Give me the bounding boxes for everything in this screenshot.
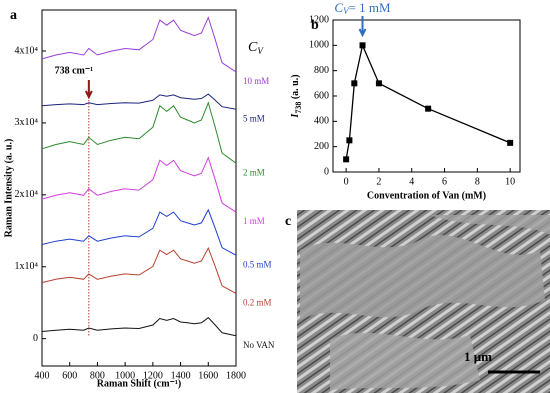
- y-tick-label: 200: [314, 141, 329, 152]
- annotation-text: CV= 1 mM: [334, 0, 391, 16]
- panel-label: a: [10, 8, 17, 23]
- marker: [507, 139, 514, 146]
- series-label: 2 mM: [243, 167, 265, 177]
- annotation-rest: = 1 mM: [349, 0, 391, 15]
- x-axis-title: Raman Shift (cm⁻¹): [97, 378, 181, 389]
- spectrum: [41, 156, 237, 213]
- y-tick-label: 4x10⁴: [15, 45, 39, 56]
- y-tick-label: 3x10⁴: [15, 117, 39, 128]
- spectrum: [41, 317, 237, 337]
- x-tick-label: 8: [475, 176, 480, 187]
- marker: [375, 80, 382, 87]
- legend-title: CV: [248, 40, 264, 56]
- y-tick-label: 0: [33, 333, 38, 344]
- x-tick-label: 2: [376, 176, 381, 187]
- legend-title-main: C: [248, 40, 258, 55]
- x-tick-label: 6: [442, 176, 447, 187]
- y-axis-title: Raman Intensity (a. u.): [3, 139, 14, 238]
- x-tick-label: 0: [344, 176, 349, 187]
- spectrum: [41, 208, 237, 256]
- y-tick-label: 0: [324, 166, 329, 177]
- panel-label: b: [311, 18, 319, 33]
- annotation-arrow: [358, 16, 367, 38]
- x-tick-label: 1200: [143, 370, 163, 381]
- x-tick-label: 1600: [198, 370, 218, 381]
- series-label: 10 mM: [243, 76, 269, 86]
- spectrum: [41, 93, 237, 110]
- y-tick-label: 1000: [309, 40, 329, 51]
- y-tick-label: 1200: [309, 14, 329, 25]
- spectrum: [41, 101, 237, 164]
- annotation-main: C: [334, 0, 343, 15]
- annotation-text: 738 cm⁻¹: [55, 65, 94, 76]
- x-tick-label: 600: [62, 370, 77, 381]
- annotation-sub: V: [343, 6, 350, 16]
- y-axis-title: I738 (a. u.): [290, 74, 303, 118]
- series-label: 0.5 mM: [243, 259, 272, 269]
- y-tick-label: 2x10⁴: [15, 189, 39, 200]
- y-title-main: I: [290, 113, 301, 119]
- y-tick-label: 600: [314, 90, 329, 101]
- marker: [346, 137, 353, 144]
- sem-image: [297, 210, 550, 393]
- x-tick-label: 1800: [226, 370, 246, 381]
- x-tick-label: 400: [35, 370, 50, 381]
- y-tick-label: 800: [314, 65, 329, 76]
- marker: [425, 105, 432, 112]
- series-label: 1 mM: [243, 216, 265, 226]
- series-label: 5 mM: [243, 113, 265, 123]
- scale-bar-label: 1 μm: [464, 349, 492, 364]
- y-tick-label: 400: [314, 116, 329, 127]
- series-label: 0.2 mM: [243, 297, 272, 307]
- x-tick-label: 10: [505, 176, 515, 187]
- x-tick-label: 800: [90, 370, 105, 381]
- x-tick-label: 4: [409, 176, 414, 187]
- spectrum: [41, 16, 237, 73]
- x-axis-title: Conventration of Van (mM): [367, 190, 486, 201]
- annotation-arrow: [84, 80, 93, 100]
- panel-label: c: [285, 214, 291, 229]
- marker: [359, 42, 366, 49]
- plot-frame: [41, 9, 237, 367]
- spectrum: [41, 246, 237, 294]
- y-title-sub: 738: [294, 102, 303, 114]
- y-title-rest: (a. u.): [290, 74, 301, 101]
- legend-title-sub: V: [257, 46, 264, 56]
- marker: [343, 156, 350, 163]
- marker: [351, 80, 358, 87]
- y-tick-label: 1x10⁴: [15, 261, 39, 272]
- series-label: No VAN: [243, 340, 275, 350]
- x-tick-label: 1400: [171, 370, 191, 381]
- x-tick-label: 1000: [115, 370, 135, 381]
- curve: [345, 43, 511, 160]
